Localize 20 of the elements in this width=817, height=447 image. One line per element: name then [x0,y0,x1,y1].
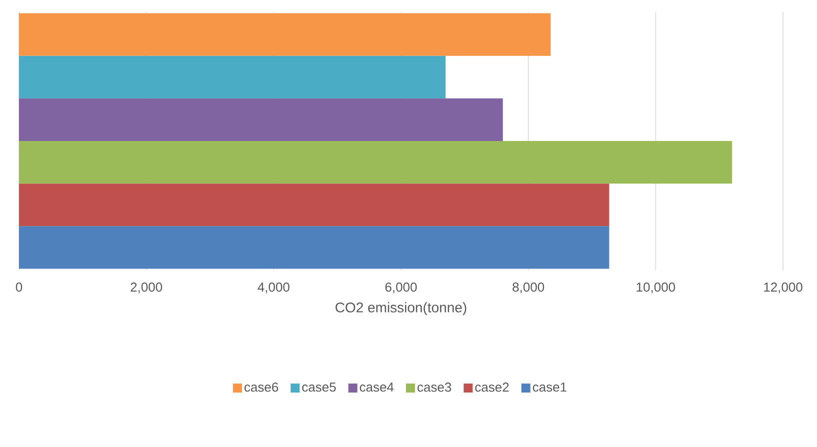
legend-label: case4 [360,382,394,392]
x-tick-label: 12,000 [764,282,802,294]
legend-label: case3 [418,382,452,392]
bar [19,13,551,56]
x-tick-label: 8,000 [512,282,544,294]
legend-label: case6 [244,382,278,392]
x-tick-label: 6,000 [385,282,417,294]
x-axis-title: CO2 emission(tonne) [336,302,466,316]
x-tick-label: 4,000 [258,282,290,294]
bar [19,184,610,226]
bar [19,56,446,98]
legend-label: case1 [532,382,566,392]
x-tick-label: 10,000 [636,282,676,294]
legend-label: case2 [475,382,509,392]
x-tick-label: 0 [16,282,22,292]
bar [19,226,610,269]
legend-label: case5 [302,382,336,392]
x-tick-label: 2,000 [130,282,162,294]
bar [19,140,732,184]
bar [19,98,503,141]
